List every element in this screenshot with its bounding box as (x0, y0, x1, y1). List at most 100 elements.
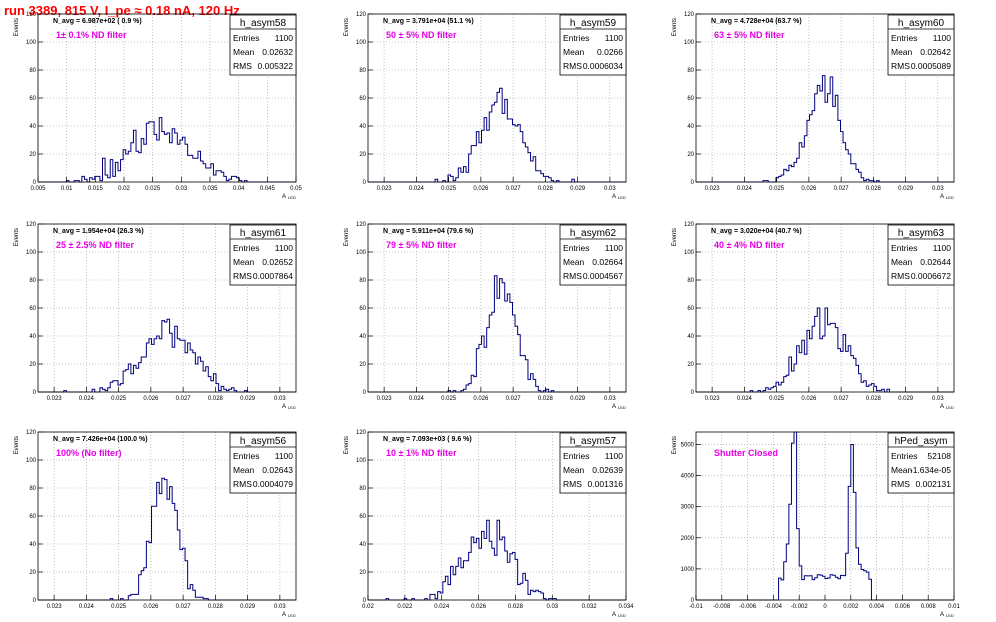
y-tick-label: 60 (359, 306, 366, 312)
y-tick-label: 40 (359, 334, 366, 340)
stats-label: Entries (233, 243, 259, 253)
x-tick-label: -0.002 (791, 604, 809, 610)
histogram-panel-h_asym62: 0.023 0.024 0.025 0.026 0.027 0.028 0.029 0.03 0… (344, 222, 627, 410)
x-tick-label: 0.025 (111, 396, 127, 402)
x-tick-label: -0.01 (689, 604, 703, 610)
x-tick-label: 0.024 (434, 604, 450, 610)
stats-label: Mean (891, 465, 913, 475)
x-tick-label: 0.015 (88, 186, 104, 192)
y-tick-label: 20 (687, 362, 694, 368)
x-axis-label-sub: LED (946, 405, 954, 410)
y-tick-label: 20 (29, 362, 36, 368)
x-tick-label: 0.027 (506, 186, 522, 192)
stats-title: h_asym58 (240, 18, 287, 29)
x-tick-label: 0.027 (176, 604, 192, 610)
x-tick-label: 0.025 (769, 186, 785, 192)
x-tick-label: 0.023 (377, 396, 393, 402)
stats-value: 1100 (275, 451, 294, 461)
x-tick-label: 0.029 (240, 604, 256, 610)
y-axis-label: Events (672, 18, 678, 36)
x-tick-label: -0.006 (739, 604, 757, 610)
histogram-line (368, 275, 626, 393)
x-tick-label: 0.026 (473, 186, 489, 192)
x-axis-label-sub: LED (618, 613, 626, 618)
y-tick-label: 20 (359, 362, 366, 368)
stats-title: h_asym63 (898, 228, 945, 239)
histogram-panel-h_asym61: 0.023 0.024 0.025 0.026 0.027 0.028 0.029 0.03 0… (14, 222, 297, 410)
stats-value: 0.0004079 (253, 479, 293, 489)
y-tick-label: 0 (363, 180, 367, 186)
x-axis-label-sub: LED (946, 195, 954, 200)
y-tick-label: 40 (359, 124, 366, 130)
y-tick-label: 100 (684, 40, 695, 46)
stats-value: 1100 (605, 451, 624, 461)
filter-label: Shutter Closed (714, 448, 778, 458)
x-tick-label: 0.027 (506, 396, 522, 402)
x-tick-label: 0.026 (801, 186, 817, 192)
filter-label: 1± 0.1% ND filter (56, 30, 127, 40)
x-tick-label: 0.023 (47, 604, 63, 610)
x-tick-label: 0.05 (290, 186, 302, 192)
x-tick-label: 0 (823, 604, 827, 610)
stats-label: RMS (891, 479, 910, 489)
stats-title: h_asym61 (240, 228, 287, 239)
stats-label: Mean (233, 465, 255, 475)
stats-title: h_asym57 (570, 436, 617, 447)
x-tick-label: 0.002 (843, 604, 859, 610)
y-axis-label: Events (672, 228, 678, 246)
histogram-line (696, 307, 954, 393)
stats-label: RMS (563, 479, 582, 489)
stats-value: 0.0007864 (253, 271, 293, 281)
y-tick-label: 120 (26, 430, 37, 436)
stats-value: 1100 (933, 243, 952, 253)
stats-value: 0.0006672 (911, 271, 951, 281)
y-axis-label: Events (672, 436, 678, 454)
histogram-line (38, 318, 296, 393)
stats-label: RMS (563, 271, 582, 281)
stats-label: Mean (233, 47, 255, 57)
x-tick-label: 0.03 (274, 396, 286, 402)
x-tick-label: 0.026 (471, 604, 487, 610)
x-tick-label: 0.02 (362, 604, 374, 610)
x-tick-label: 0.029 (240, 396, 256, 402)
filter-label: 25 ± 2.5% ND filter (56, 240, 134, 250)
x-axis-label: A (282, 194, 286, 200)
x-axis-label-sub: LED (618, 195, 626, 200)
x-tick-label: 0.029 (570, 396, 586, 402)
stats-label: Mean (891, 47, 913, 57)
stats-label: Mean (891, 257, 913, 267)
x-tick-label: 0.045 (260, 186, 276, 192)
histogram-line (696, 75, 954, 183)
y-tick-label: 20 (359, 570, 366, 576)
stats-value: 0.0266 (597, 47, 623, 57)
y-tick-label: 2000 (681, 536, 695, 542)
stats-value: 0.005322 (258, 61, 294, 71)
stats-value: 52108 (927, 451, 951, 461)
y-tick-label: 100 (684, 250, 695, 256)
y-tick-label: 0 (33, 598, 37, 604)
x-tick-label: -0.004 (765, 604, 783, 610)
stats-label: Entries (233, 33, 259, 43)
y-tick-label: 20 (687, 152, 694, 158)
stats-value: 0.02643 (262, 465, 293, 475)
x-tick-label: 0.02 (118, 186, 130, 192)
histogram-panel-h_asym59: 0.023 0.024 0.025 0.026 0.027 0.028 0.029 0.03 0… (344, 12, 627, 200)
y-tick-label: 0 (33, 180, 37, 186)
x-tick-label: 0.023 (47, 396, 63, 402)
x-tick-label: 0.023 (705, 186, 721, 192)
x-tick-label: 0.024 (737, 186, 753, 192)
stats-label: Entries (563, 243, 589, 253)
histogram-panel-h_asym63: 0.023 0.024 0.025 0.026 0.027 0.028 0.029 0.03 0… (672, 222, 955, 410)
y-tick-label: 60 (359, 514, 366, 520)
x-tick-label: 0.024 (79, 604, 95, 610)
y-tick-label: 40 (29, 124, 36, 130)
navg-label: N_avg = 1.954e+04 (26.3 %) (53, 228, 144, 235)
y-tick-label: 40 (359, 542, 366, 548)
stats-value: 0.02652 (262, 257, 293, 267)
stats-title: hPed_asym (895, 436, 948, 447)
filter-label: 40 ± 4% ND filter (714, 240, 785, 250)
stats-value: 1100 (605, 243, 624, 253)
y-tick-label: 80 (29, 68, 36, 74)
y-tick-label: 120 (26, 12, 37, 18)
